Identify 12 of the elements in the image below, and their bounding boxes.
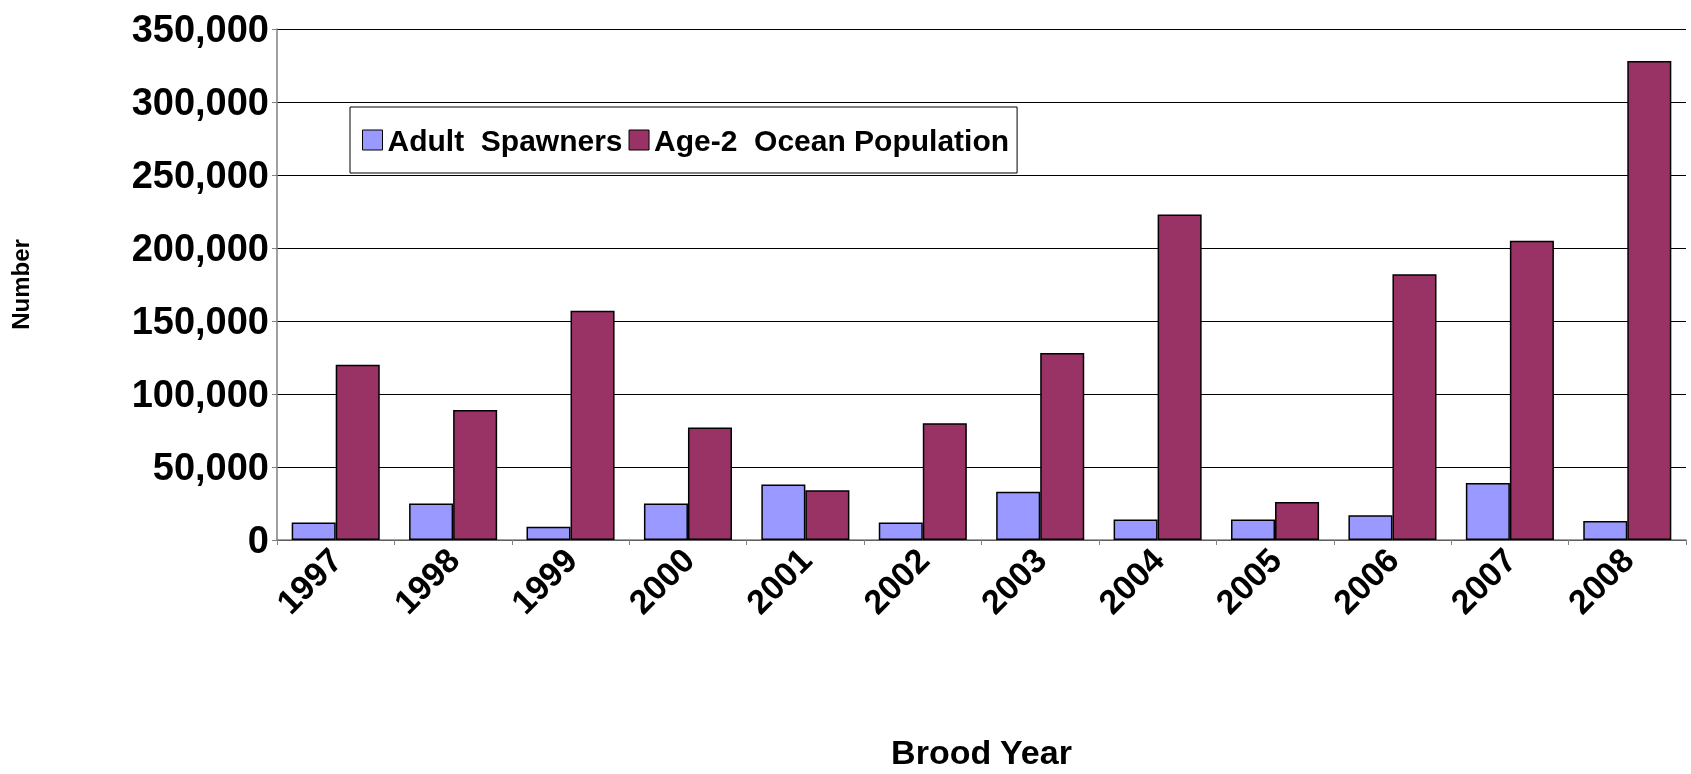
y-tick-label: 150,000 bbox=[131, 300, 269, 342]
y-tick-label: 200,000 bbox=[131, 227, 269, 269]
y-tick-label: 350,000 bbox=[131, 8, 269, 50]
legend-label: Adult Spawners bbox=[387, 123, 623, 157]
y-tick-label: 100,000 bbox=[131, 373, 269, 415]
y-tick-label: 300,000 bbox=[131, 81, 269, 123]
y-tick-label: 50,000 bbox=[152, 446, 269, 488]
y-axis-title: Number bbox=[6, 239, 34, 330]
y-tick-label: 0 bbox=[247, 519, 269, 561]
legend-label: Age-2 Ocean Population bbox=[654, 123, 1010, 157]
x-axis-title: Brood Year bbox=[891, 733, 1072, 771]
y-tick-label: 250,000 bbox=[131, 154, 269, 196]
